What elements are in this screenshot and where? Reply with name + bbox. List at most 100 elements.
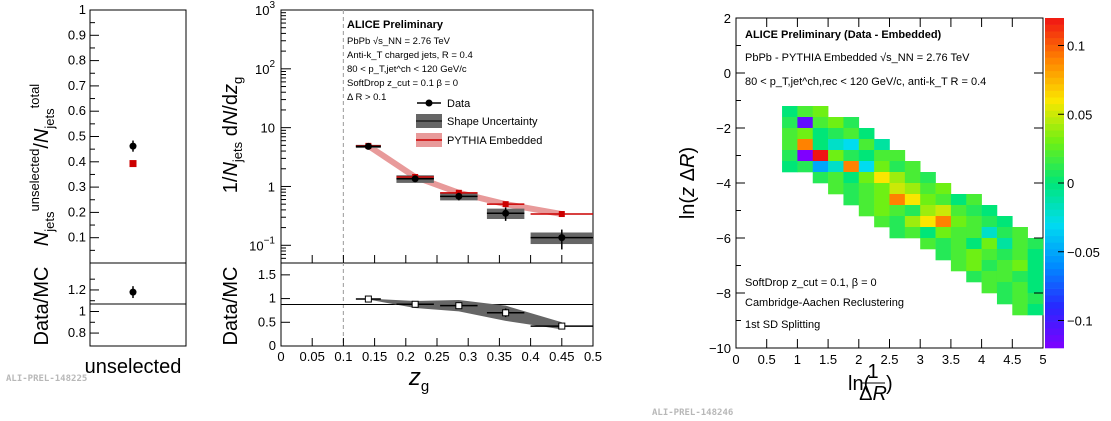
left-data-marks [129,140,137,299]
heatmap-cell [889,227,906,239]
heatmap-cell [858,128,875,140]
colorbar-tick-label: 0 [1067,176,1074,191]
heatmap-cell [782,128,798,140]
heatmap-cell [874,216,890,228]
middle-annotation-1: PbPb √s_NN = 2.76 TeV [347,36,451,47]
middle-y-ticks: 10−1 1 10 102 103 [249,0,291,259]
heatmap-cell [1012,293,1028,305]
heatmap-cell [1012,282,1028,294]
heatmap-cell [874,161,890,173]
heatmap-cell [966,205,982,217]
ratio-point [411,300,419,308]
heatmap-cell [935,227,952,239]
heatmap-cell [828,139,844,151]
middle-x-axis-title: zg [408,364,429,395]
right-annotation-bottom-2: Cambridge-Aachen Reclustering [745,297,904,309]
middle-ratio-y-axis-title: Data/MC [220,267,242,346]
heatmap-cell [950,216,967,228]
right-annotation-bottom-1: SoftDrop z_cut = 0.1, β = 0 [745,277,877,289]
heatmap-cell [874,205,890,217]
heatmap-cell [843,183,860,195]
heatmap-cell [904,161,921,173]
svg-text:): ) [886,373,893,395]
legend-data-label: Data [447,98,471,110]
legend-shape-label: Shape Uncertainty [447,116,538,128]
colorbar-segment [1045,169,1064,177]
heatmap-cell [889,161,906,173]
heatmap-cell [797,161,814,173]
heatmap-y-tick-label: −10 [709,341,731,356]
colorbar-tick-label: 0.1 [1067,39,1085,54]
colorbar-segment [1045,110,1064,118]
heatmap-cell [920,238,936,250]
heatmap-cell [981,271,998,283]
heatmap-x-tick-label: 0.5 [758,352,776,367]
colorbar-segment [1045,136,1064,144]
heatmap-cell [782,139,798,151]
middle-x-tick-label: 0.45 [549,349,574,364]
heatmap-cell [981,282,998,294]
colorbar-segment [1045,163,1064,171]
colorbar-segment [1045,90,1064,98]
left-figure-tag: ALI-PREL-148225 [6,374,87,384]
heatmap-x-tick-label: 3.5 [942,352,960,367]
colorbar-segment [1045,130,1064,138]
middle-x-tick-label: 0.3 [459,349,477,364]
heatmap-cell [828,172,844,184]
heatmap-cell [797,128,814,140]
heatmap-cell [874,194,890,206]
heatmap-x-tick-label: 4.5 [1003,352,1021,367]
heatmap-cell [966,238,982,250]
right-annotation-2: 80 < p_T,jet^ch,rec < 120 GeV/c, anti-k_… [745,76,986,88]
ratio-point [558,322,566,330]
colorbar-segment [1045,150,1064,157]
heatmap-cell [828,128,844,140]
colorbar-segment [1045,31,1064,39]
middle-x-tick-label: 0.25 [424,349,449,364]
heatmap-cell [904,216,921,228]
left-top-frame [89,9,187,264]
left-data-point [129,142,137,150]
heatmap-cell [996,238,1013,250]
heatmap-cell [1027,282,1044,294]
left-y-tick-label: 0.7 [68,78,86,93]
left-ratio-y-axis-title: Data/MC [31,267,53,346]
heatmap-cell [858,194,875,206]
heatmap-y-tick-label: 0 [724,66,731,81]
heatmap-cell [1027,304,1044,316]
middle-y-tick-label: 102 [255,59,275,77]
heatmap-cell [981,227,998,239]
middle-data-marks [355,142,593,250]
colorbar-segment [1045,301,1064,309]
heatmap-cell [812,106,829,118]
ratio-point [364,295,372,303]
data-point [455,192,463,200]
legend-mc-label: PYTHIA Embedded [447,135,542,147]
heatmap-cell [935,238,952,250]
colorbar-segment [1045,334,1064,342]
heatmap-cell [874,139,890,151]
colorbar-segment [1045,222,1064,230]
colorbar-segment [1045,189,1064,197]
heatmap-cell [920,227,936,239]
colorbar-segment [1045,156,1064,164]
heatmap-cell [904,227,921,239]
heatmap-cell [920,205,936,217]
colorbar-segment [1045,229,1064,237]
heatmap-cell [782,117,798,129]
heatmap-cell [1027,260,1044,272]
colorbar-segment [1045,24,1064,32]
heatmap-cell [904,183,921,195]
heatmap-x-tick-label: 2.5 [880,352,898,367]
colorbar-segment [1045,44,1064,52]
heatmap-cell [812,161,829,173]
heatmap-cell [812,172,829,184]
middle-ratio-tick-label: 0 [269,338,276,353]
left-y-tick-label: 0.5 [68,129,86,144]
heatmap-cell [996,216,1013,228]
right-title: ALICE Preliminary (Data - Embedded) [745,29,942,41]
heatmap-cell [797,139,814,151]
heatmap-cell [920,194,936,206]
heatmap-cell [843,117,860,129]
ratio-point [502,309,510,317]
